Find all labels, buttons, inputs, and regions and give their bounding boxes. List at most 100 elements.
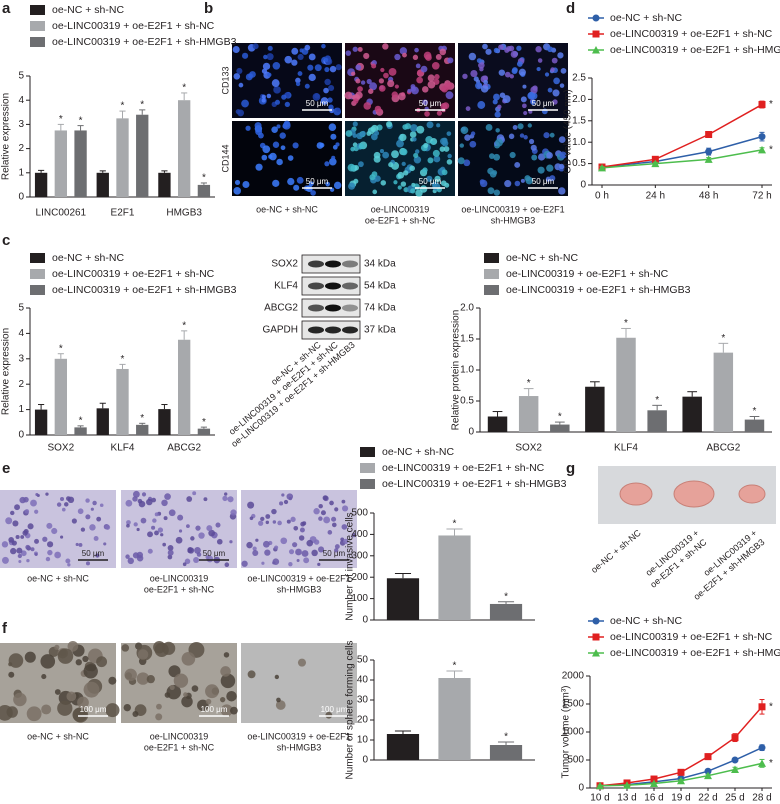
cell xyxy=(336,107,341,112)
error-bar xyxy=(554,421,565,425)
cell xyxy=(400,148,408,156)
cell xyxy=(264,549,271,556)
error-bar xyxy=(652,404,663,411)
error-bar xyxy=(446,528,463,536)
cell xyxy=(318,546,325,553)
cell xyxy=(232,45,240,54)
cell xyxy=(103,542,107,546)
cell xyxy=(34,538,39,544)
cell xyxy=(162,542,167,547)
cell xyxy=(435,54,442,60)
cell xyxy=(470,131,476,136)
y-tick-label: 3 xyxy=(18,353,24,364)
cell xyxy=(487,167,494,175)
bar xyxy=(54,130,67,197)
cell xyxy=(241,52,249,59)
cell xyxy=(493,47,499,53)
cell xyxy=(215,522,221,528)
size-label: 74 kDa xyxy=(364,303,396,314)
y-axis-label: Number of invasive cells xyxy=(345,512,356,620)
cell xyxy=(164,692,171,698)
cell xyxy=(444,82,452,90)
legend-swatch xyxy=(30,253,45,263)
bar xyxy=(438,678,471,760)
cell xyxy=(261,98,266,103)
cell xyxy=(288,549,295,555)
cell xyxy=(262,540,270,548)
cell xyxy=(151,525,156,530)
cell xyxy=(403,170,409,176)
cell xyxy=(67,640,79,652)
cell xyxy=(291,47,299,55)
cell xyxy=(235,109,241,115)
cell xyxy=(254,122,262,130)
y-tick-label: 400 xyxy=(351,529,368,540)
legend-label: oe-LINC00319 + oe-E2F1 + sh-NC xyxy=(52,20,215,32)
cell xyxy=(56,502,62,507)
cell xyxy=(274,99,281,105)
cell xyxy=(330,133,337,140)
cell xyxy=(1,541,9,548)
marker xyxy=(677,776,685,785)
cell xyxy=(552,89,560,97)
cell xyxy=(136,554,144,562)
blot-band xyxy=(308,282,324,290)
cell xyxy=(535,46,542,53)
cell xyxy=(388,67,397,76)
cell xyxy=(412,54,419,60)
cell xyxy=(520,96,527,103)
cell xyxy=(265,514,271,519)
cell xyxy=(297,53,304,61)
cell xyxy=(223,652,230,658)
cell xyxy=(560,68,567,74)
marker xyxy=(758,133,766,141)
cell xyxy=(369,174,376,181)
cell xyxy=(241,99,249,108)
marker xyxy=(677,768,685,776)
significance-mark: * xyxy=(527,378,531,389)
cell xyxy=(155,713,163,721)
cell xyxy=(241,560,248,567)
significance-mark: * xyxy=(453,519,457,530)
cell xyxy=(276,158,283,166)
cell xyxy=(517,123,524,130)
error-bar xyxy=(497,741,515,745)
cell xyxy=(75,542,79,547)
legend-marker xyxy=(592,649,600,657)
cell xyxy=(434,74,440,80)
cell xyxy=(77,508,84,515)
cell xyxy=(258,132,264,139)
image-caption: sh-HMGB3 xyxy=(277,742,322,752)
cell xyxy=(224,492,228,496)
cell xyxy=(267,45,273,51)
image-caption: oe-NC + sh-NC xyxy=(27,731,89,741)
blot-band xyxy=(325,304,341,312)
cell xyxy=(40,654,56,669)
panel-label: c xyxy=(2,232,10,249)
cell xyxy=(344,91,353,100)
cell xyxy=(546,164,554,172)
tumor xyxy=(619,482,653,506)
cell xyxy=(272,561,276,565)
cell xyxy=(487,187,495,195)
cell xyxy=(190,536,195,541)
cell xyxy=(334,548,339,553)
cell xyxy=(387,79,395,88)
micrograph xyxy=(241,643,357,723)
cell xyxy=(444,182,450,188)
cell xyxy=(422,167,428,173)
cell xyxy=(57,648,74,664)
cell xyxy=(465,106,471,111)
cell xyxy=(297,658,307,667)
lane-label: oe-LINC00319 + oe-E2F1 + sh-HMGB3 xyxy=(229,340,357,449)
cell xyxy=(427,74,435,82)
image-caption: oe-LINC00319 xyxy=(150,731,209,741)
cell xyxy=(313,539,320,545)
y-tick-label: 0 xyxy=(580,180,586,191)
marker xyxy=(758,703,766,711)
cell xyxy=(272,62,281,70)
x-tick-label: 13 d xyxy=(617,793,636,804)
legend-swatch xyxy=(30,37,45,47)
cell xyxy=(90,507,94,511)
